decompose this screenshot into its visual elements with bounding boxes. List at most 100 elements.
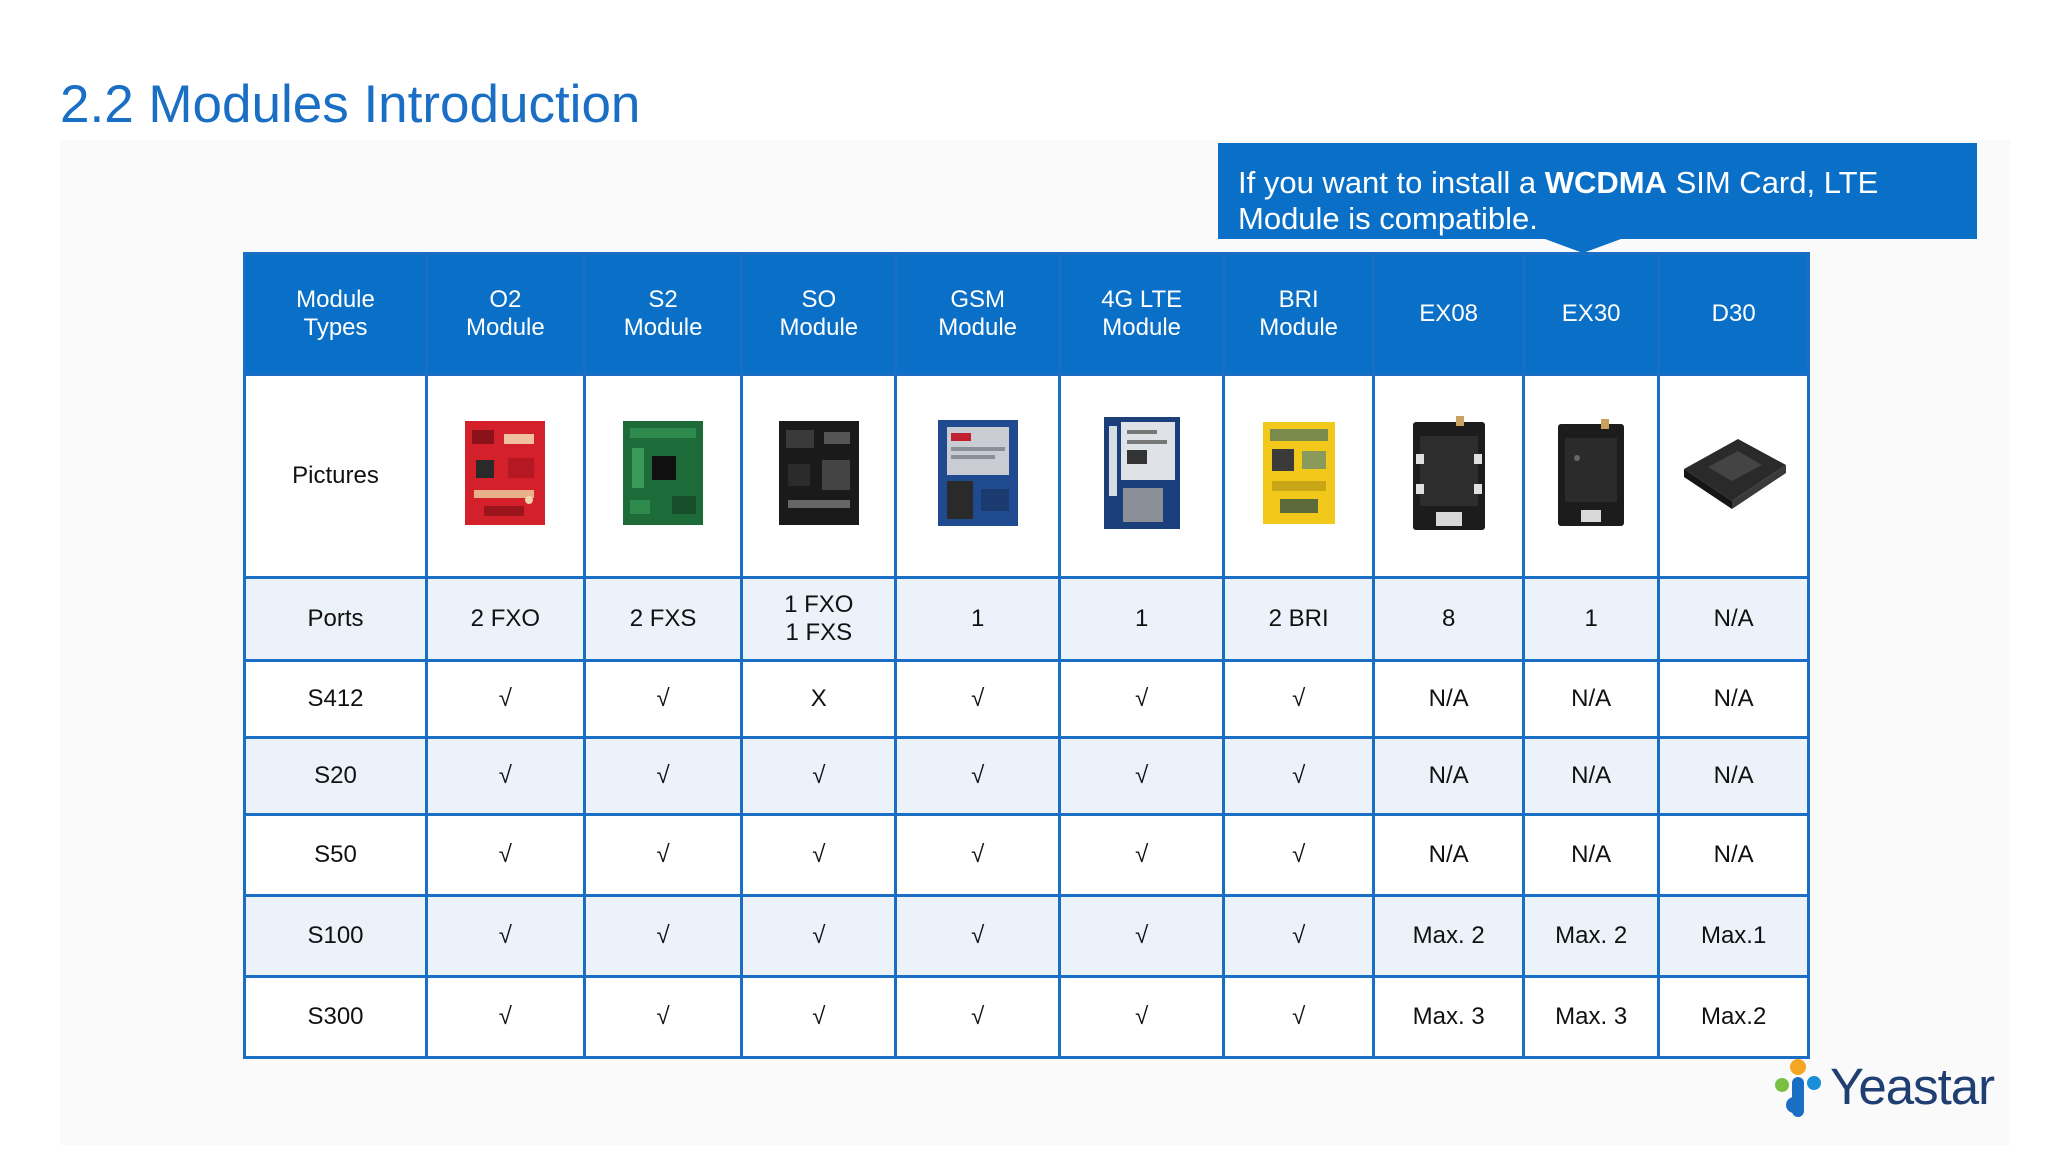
header-bri-module: BRI Module (1222, 252, 1376, 376)
row-label-ports: Ports (243, 576, 428, 662)
table-cell: √ (582, 659, 744, 739)
modules-table: Module Types O2 Module S2 Module SO Modu… (243, 252, 1811, 1059)
table-cell: √ (740, 894, 898, 978)
o2-module-board-image (465, 420, 546, 525)
row-label-s300: S300 (243, 975, 428, 1059)
ex30-board-image (1558, 418, 1625, 526)
table-cell: √ (1222, 736, 1376, 816)
table-cell: √ (1058, 975, 1226, 1059)
table-cell: N/A (1372, 659, 1526, 739)
gsm-module-picture (894, 373, 1062, 579)
table-cell: √ (425, 894, 586, 978)
s2-module-picture (582, 373, 744, 579)
row-label-s412: S412 (243, 659, 428, 739)
table-cell: √ (582, 894, 744, 978)
table-row-s20: S20 √ √ √ √ √ √ N/A N/A N/A (243, 736, 1811, 816)
table-cell: √ (1222, 975, 1376, 1059)
table-cell: √ (894, 736, 1062, 816)
table-cell: X (740, 659, 898, 739)
pictures-label: Pictures (243, 373, 428, 579)
table-cell: √ (1058, 659, 1226, 739)
table-cell: 2 BRI (1222, 576, 1376, 662)
table-cell: 1 (1058, 576, 1226, 662)
table-cell: Max. 2 (1522, 894, 1661, 978)
table-cell: N/A (1522, 813, 1661, 897)
table-cell: N/A (1372, 736, 1526, 816)
table-row-s412: S412 √ √ X √ √ √ N/A N/A N/A (243, 659, 1811, 739)
table-cell: √ (1058, 894, 1226, 978)
table-cell: N/A (1522, 659, 1661, 739)
header-d30: D30 (1657, 252, 1811, 376)
d30-picture (1657, 373, 1811, 579)
table-cell: √ (582, 975, 744, 1059)
table-cell: N/A (1372, 813, 1526, 897)
bri-module-board-image (1262, 421, 1335, 524)
table-cell: √ (582, 813, 744, 897)
table-cell: √ (1058, 736, 1226, 816)
table-cell: 2 FXS (582, 576, 744, 662)
d30-board-image (1683, 438, 1786, 509)
table-cell: N/A (1657, 576, 1811, 662)
so-module-board-image (778, 420, 859, 525)
table-cell: √ (894, 659, 1062, 739)
s2-module-board-image (623, 420, 704, 525)
table-cell: √ (1222, 894, 1376, 978)
table-cell: N/A (1657, 736, 1811, 816)
callout-text-before: If you want to install a (1238, 165, 1545, 200)
gsm-module-board-image (937, 419, 1018, 526)
yeastar-logo-text: Yeastar (1830, 1058, 1995, 1115)
callout-text-bold: WCDMA (1544, 165, 1667, 200)
table-cell: √ (1222, 659, 1376, 739)
table-cell: Max.1 (1657, 894, 1811, 978)
header-4g-lte-module: 4G LTE Module (1058, 252, 1226, 376)
callout-text-after: SIM Card, LTE Module is compatible. (1238, 165, 1879, 236)
table-cell: Max. 3 (1372, 975, 1526, 1059)
table-cell: √ (425, 813, 586, 897)
header-o2-module: O2 Module (425, 252, 586, 376)
ex08-picture (1372, 373, 1526, 579)
pictures-row: Pictures (243, 373, 1811, 579)
bri-module-picture (1222, 373, 1376, 579)
ex30-picture (1522, 373, 1661, 579)
table-cell: √ (740, 975, 898, 1059)
callout-box: If you want to install a WCDMA SIM Card,… (1218, 143, 1977, 239)
table-cell: 8 (1372, 576, 1526, 662)
callout-pointer (1545, 239, 1621, 253)
so-module-picture (740, 373, 898, 579)
table-row-s100: S100 √ √ √ √ √ √ Max. 2 Max. 2 Max.1 (243, 894, 1811, 978)
table-cell: √ (1222, 813, 1376, 897)
table-cell: √ (894, 894, 1062, 978)
table-cell: √ (425, 659, 586, 739)
yeastar-logo: Yeastar (1768, 1053, 2003, 1125)
table-cell: √ (894, 813, 1062, 897)
table-cell: √ (740, 736, 898, 816)
table-cell: Max. 2 (1372, 894, 1526, 978)
table-cell: √ (425, 736, 586, 816)
header-gsm-module: GSM Module (894, 252, 1062, 376)
table-row-ports: Ports 2 FXO 2 FXS 1 FXO 1 FXS 1 1 2 BRI … (243, 576, 1811, 662)
row-label-s100: S100 (243, 894, 428, 978)
table-cell: N/A (1657, 659, 1811, 739)
table-cell: √ (740, 813, 898, 897)
table-cell: 2 FXO (425, 576, 586, 662)
4g-lte-module-picture (1058, 373, 1226, 579)
yeastar-logo-mark (1775, 1059, 1821, 1117)
lte-module-board-image (1103, 416, 1180, 529)
table-row-s300: S300 √ √ √ √ √ √ Max. 3 Max. 3 Max.2 (243, 975, 1811, 1059)
table-cell: Max.2 (1657, 975, 1811, 1059)
header-row: Module Types O2 Module S2 Module SO Modu… (243, 252, 1811, 376)
table-cell: 1 FXO 1 FXS (740, 576, 898, 662)
header-so-module: SO Module (740, 252, 898, 376)
page-title: 2.2 Modules Introduction (60, 75, 641, 134)
table-cell: N/A (1657, 813, 1811, 897)
o2-module-picture (425, 373, 586, 579)
table-cell: √ (425, 975, 586, 1059)
row-label-s50: S50 (243, 813, 428, 897)
table-cell: 1 (894, 576, 1062, 662)
header-ex08: EX08 (1372, 252, 1526, 376)
header-s2-module: S2 Module (582, 252, 744, 376)
table-cell: 1 (1522, 576, 1661, 662)
header-module-types: Module Types (243, 252, 428, 376)
table-cell: √ (582, 736, 744, 816)
table-cell: √ (894, 975, 1062, 1059)
